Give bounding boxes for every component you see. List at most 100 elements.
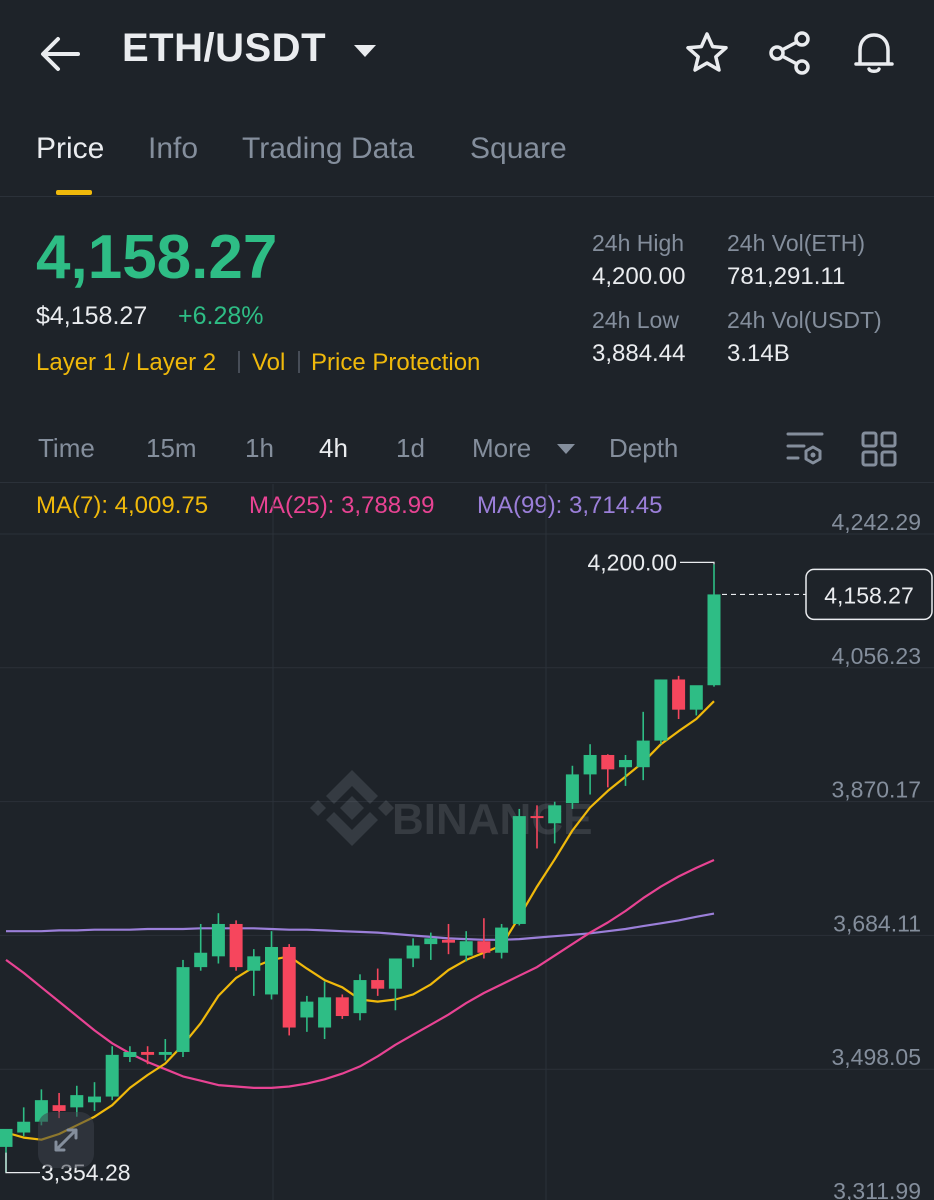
candle	[123, 1046, 137, 1063]
tag-vol[interactable]: Vol	[252, 349, 286, 376]
y-tick-label: 3,684.11	[833, 910, 921, 936]
candle-body	[335, 997, 349, 1017]
candle	[300, 995, 314, 1032]
tag-layer[interactable]: Layer 1 / Layer 2	[36, 349, 217, 376]
interval-4h[interactable]: 4h	[319, 433, 348, 463]
y-tick-label: 4,056.23	[831, 643, 921, 669]
tab-price[interactable]: Price	[36, 132, 105, 165]
bell-icon[interactable]	[850, 28, 898, 76]
candle	[17, 1107, 31, 1137]
candle-body	[548, 805, 562, 824]
svg-text:BINANCE: BINANCE	[392, 795, 592, 844]
usd-price: $4,158.27	[36, 302, 148, 330]
candle	[424, 932, 438, 960]
candle	[265, 931, 278, 1000]
interval-time[interactable]: Time	[38, 433, 95, 463]
candle	[70, 1085, 84, 1117]
interval-1h[interactable]: 1h	[245, 433, 274, 463]
candle	[158, 1039, 172, 1061]
candle-body	[512, 816, 526, 924]
indicator-settings-icon[interactable]	[784, 428, 826, 468]
expand-chart-button[interactable]	[38, 1112, 94, 1168]
stat-vol-quote-label: 24h Vol(USDT)	[727, 307, 882, 333]
grid-layout-icon[interactable]	[860, 430, 898, 468]
candle-body	[689, 685, 703, 710]
pair-title[interactable]: ETH/USDT	[122, 26, 326, 70]
candle	[388, 958, 402, 1011]
candle-body	[282, 946, 296, 1028]
candle-body	[52, 1105, 66, 1111]
ma7-legend: MA(7): 4,009.75	[36, 492, 209, 519]
candle	[282, 944, 296, 1036]
interval-more[interactable]: More	[472, 433, 532, 463]
candle-body	[442, 939, 455, 943]
divider	[0, 482, 934, 483]
top-bar: ETH/USDT	[0, 0, 934, 110]
candle-body	[495, 927, 509, 953]
candle-body	[565, 774, 579, 804]
candle-body	[123, 1051, 137, 1058]
candle-body	[583, 754, 597, 775]
candle	[689, 685, 703, 716]
price-markers: 4,200.003,354.284,158.27	[5, 549, 933, 1186]
candle	[353, 974, 367, 1021]
tag-price-protection[interactable]: Price Protection	[311, 349, 481, 376]
ma25-legend: MA(25): 3,788.99	[249, 492, 435, 519]
y-tick-label: 3,498.05	[831, 1044, 921, 1070]
candlestick-chart[interactable]: BINANCE 4,242.29 4,056.23 3,870.17 3,684.11…	[0, 484, 934, 1200]
candle	[477, 918, 491, 959]
candle	[141, 1046, 155, 1065]
interval-15m[interactable]: 15m	[146, 433, 197, 463]
price-change-percent: +6.28%	[178, 302, 264, 330]
tab-trading-data[interactable]: Trading Data	[242, 132, 415, 165]
candle	[335, 994, 349, 1019]
candle-body	[194, 952, 208, 968]
candle-body	[211, 923, 225, 957]
y-tick-label: 3,311.99	[833, 1178, 921, 1200]
last-price: 4,158.27	[36, 223, 278, 292]
last-price-label: 4,158.27	[824, 582, 914, 608]
candle	[583, 744, 597, 795]
candle-body	[672, 679, 686, 710]
candle-body	[636, 740, 650, 768]
interval-1d[interactable]: 1d	[396, 433, 425, 463]
candle-body	[229, 923, 243, 968]
tab-info[interactable]: Info	[148, 132, 199, 165]
candle-body	[265, 946, 278, 995]
candle	[530, 805, 544, 849]
tab-square[interactable]: Square	[470, 132, 567, 165]
star-icon[interactable]	[684, 30, 730, 76]
candle-body	[88, 1096, 101, 1103]
candle-body	[70, 1095, 84, 1108]
candle-body	[17, 1121, 31, 1133]
candle	[247, 949, 261, 996]
stat-vol-base-label: 24h Vol(ETH)	[727, 230, 866, 256]
share-icon[interactable]	[766, 30, 814, 76]
interval-depth[interactable]: Depth	[609, 433, 679, 463]
candle-body	[388, 958, 402, 989]
candle	[459, 931, 473, 962]
tag-separator	[238, 351, 240, 373]
candle-body	[371, 980, 385, 989]
candle-body	[105, 1054, 119, 1097]
candle-body	[406, 945, 420, 959]
candle	[636, 711, 650, 781]
stat-low-value: 3,884.44	[592, 340, 686, 367]
candle-body	[459, 941, 473, 956]
caret-down-icon[interactable]	[352, 42, 378, 60]
candle-body	[601, 754, 615, 770]
candle	[672, 675, 686, 720]
stat-low-label: 24h Low	[592, 307, 679, 333]
last-price-box	[805, 568, 933, 621]
tag-separator	[298, 351, 300, 373]
candle-body	[247, 956, 261, 971]
back-arrow-icon[interactable]	[38, 34, 82, 74]
candle	[406, 938, 420, 968]
candle	[707, 564, 721, 687]
candle	[176, 959, 190, 1058]
y-tick-label: 4,242.29	[831, 509, 921, 535]
stat-vol-base-value: 781,291.11	[727, 263, 846, 290]
caret-down-icon[interactable]	[556, 443, 576, 455]
candle	[318, 981, 332, 1040]
candle	[512, 808, 526, 926]
